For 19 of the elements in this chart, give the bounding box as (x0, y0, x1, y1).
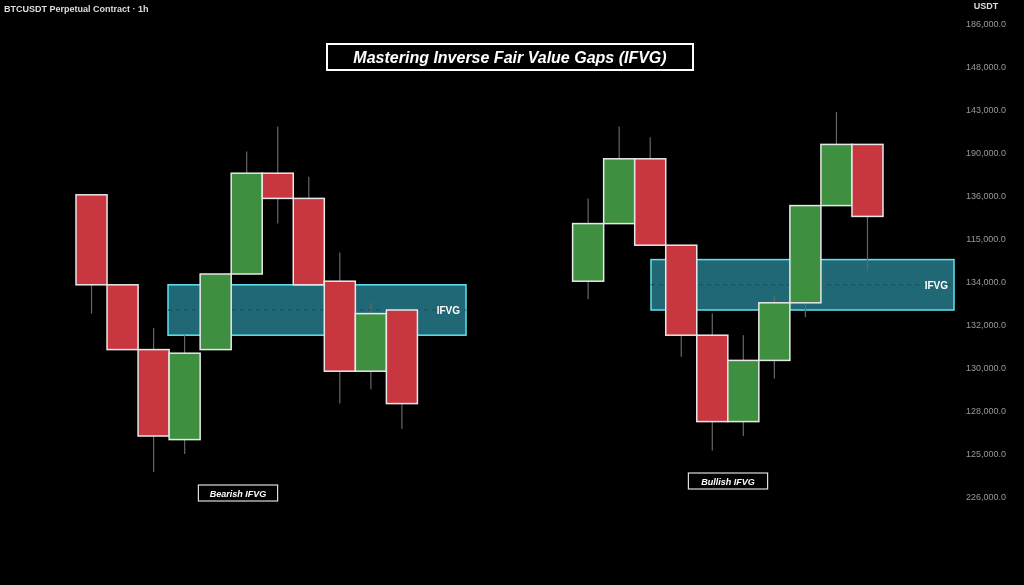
chart-subtitle: BTCUSDT Perpetual Contract · 1h (4, 4, 149, 14)
text: Bearish IFVG (209, 489, 267, 499)
text: 125,000.0 (965, 449, 1007, 459)
text: 115,000.0 (966, 234, 1006, 244)
text: 128,000.0 (965, 406, 1007, 416)
text: 186,000.0 (965, 19, 1007, 29)
band-label: IFVG (436, 305, 461, 316)
text: 130,000.0 (965, 363, 1007, 373)
text: 226,000.0 (965, 492, 1007, 502)
text: 132,000.0 (965, 320, 1007, 330)
text: USDT (973, 1, 999, 11)
text: 143,000.0 (965, 105, 1007, 115)
band-label: IFVG (924, 279, 949, 291)
text: 190,000.0 (965, 148, 1007, 158)
text: 148,000.0 (965, 62, 1007, 72)
text: Bullish IFVG (701, 477, 755, 487)
text: 134,000.0 (965, 277, 1007, 287)
text: 136,000.0 (965, 191, 1007, 201)
chart-title: Mastering Inverse Fair Value Gaps (IFVG) (353, 49, 667, 66)
